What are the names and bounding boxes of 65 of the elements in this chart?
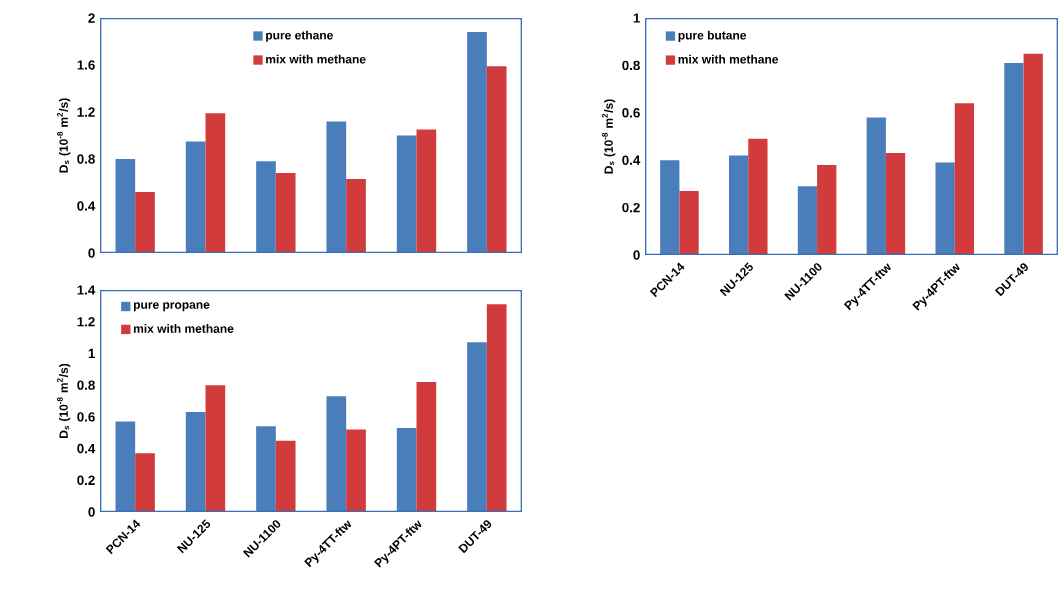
- y-tick-label: 0: [633, 250, 640, 260]
- bar: [256, 426, 276, 512]
- y-tick-label: 0.2: [77, 475, 95, 485]
- bar: [748, 138, 768, 255]
- legend-label: mix with methane: [133, 324, 234, 333]
- bar: [346, 429, 366, 512]
- bar: [256, 161, 276, 253]
- bar: [326, 396, 347, 512]
- bar: [1023, 53, 1043, 255]
- y-tick-label: 2: [88, 13, 95, 23]
- legend-label: mix with methane: [266, 54, 366, 64]
- bar: [866, 117, 886, 255]
- y-tick-label: 0.8: [622, 60, 640, 71]
- y-tick-label: 0.8: [77, 154, 95, 164]
- legend-label: pure ethane: [266, 30, 333, 42]
- bar: [275, 173, 296, 253]
- bar: [205, 113, 226, 253]
- bar: [416, 381, 437, 512]
- bar: [396, 427, 417, 512]
- bar: [275, 440, 296, 512]
- bar: [728, 155, 749, 255]
- bar: [135, 453, 155, 512]
- y-tick-label: 0.6: [622, 108, 640, 118]
- legend-label: mix with methane: [678, 54, 779, 64]
- bar: [885, 153, 906, 255]
- bar: [679, 191, 699, 255]
- y-tick-label: 1.2: [77, 107, 95, 117]
- bar: [486, 304, 507, 512]
- bar: [346, 178, 366, 253]
- legend-label: pure butane: [678, 30, 747, 42]
- bar: [467, 342, 487, 512]
- y-tick-label: 1: [88, 348, 95, 359]
- bar: [185, 141, 206, 253]
- y-tick-label: 0.6: [77, 412, 95, 422]
- bar: [135, 191, 155, 253]
- bar: [185, 412, 206, 512]
- y-tick-label: 1.2: [77, 317, 95, 327]
- y-tick-label: 1: [633, 13, 640, 23]
- bar: [467, 32, 487, 253]
- bar: [416, 129, 437, 253]
- y-axis-title: D$_{s}$ (10$^{-8}$ m$^{2}$/s): [602, 99, 616, 174]
- bar: [396, 135, 417, 253]
- y-tick-label: 0: [88, 248, 95, 258]
- bar: [115, 159, 136, 253]
- bar: [797, 186, 818, 255]
- bar: [205, 385, 226, 512]
- y-tick-label: 0.4: [77, 443, 96, 454]
- y-tick-label: 0.4: [77, 201, 96, 211]
- legend-label: pure propane: [133, 302, 210, 312]
- y-tick-label: 0: [88, 507, 95, 517]
- y-tick-label: 0.2: [622, 202, 640, 213]
- y-tick-label: 1.6: [77, 60, 95, 70]
- bar: [954, 103, 975, 255]
- y-axis-title: D$_{s}$ (10$^{-8}$ m$^{2}$/s): [57, 98, 71, 173]
- bar: [817, 164, 837, 255]
- y-axis-title: D$_{s}$ (10$^{-8}$ m$^{2}$/s): [57, 363, 71, 438]
- bar: [115, 421, 136, 512]
- bar: [935, 162, 955, 255]
- bar: [1004, 63, 1024, 255]
- bar: [486, 66, 507, 253]
- bar: [326, 121, 347, 253]
- y-tick-label: 1.4: [77, 285, 96, 295]
- bar: [660, 160, 680, 255]
- y-tick-label: 0.4: [622, 155, 641, 165]
- y-tick-label: 0.8: [77, 380, 95, 390]
